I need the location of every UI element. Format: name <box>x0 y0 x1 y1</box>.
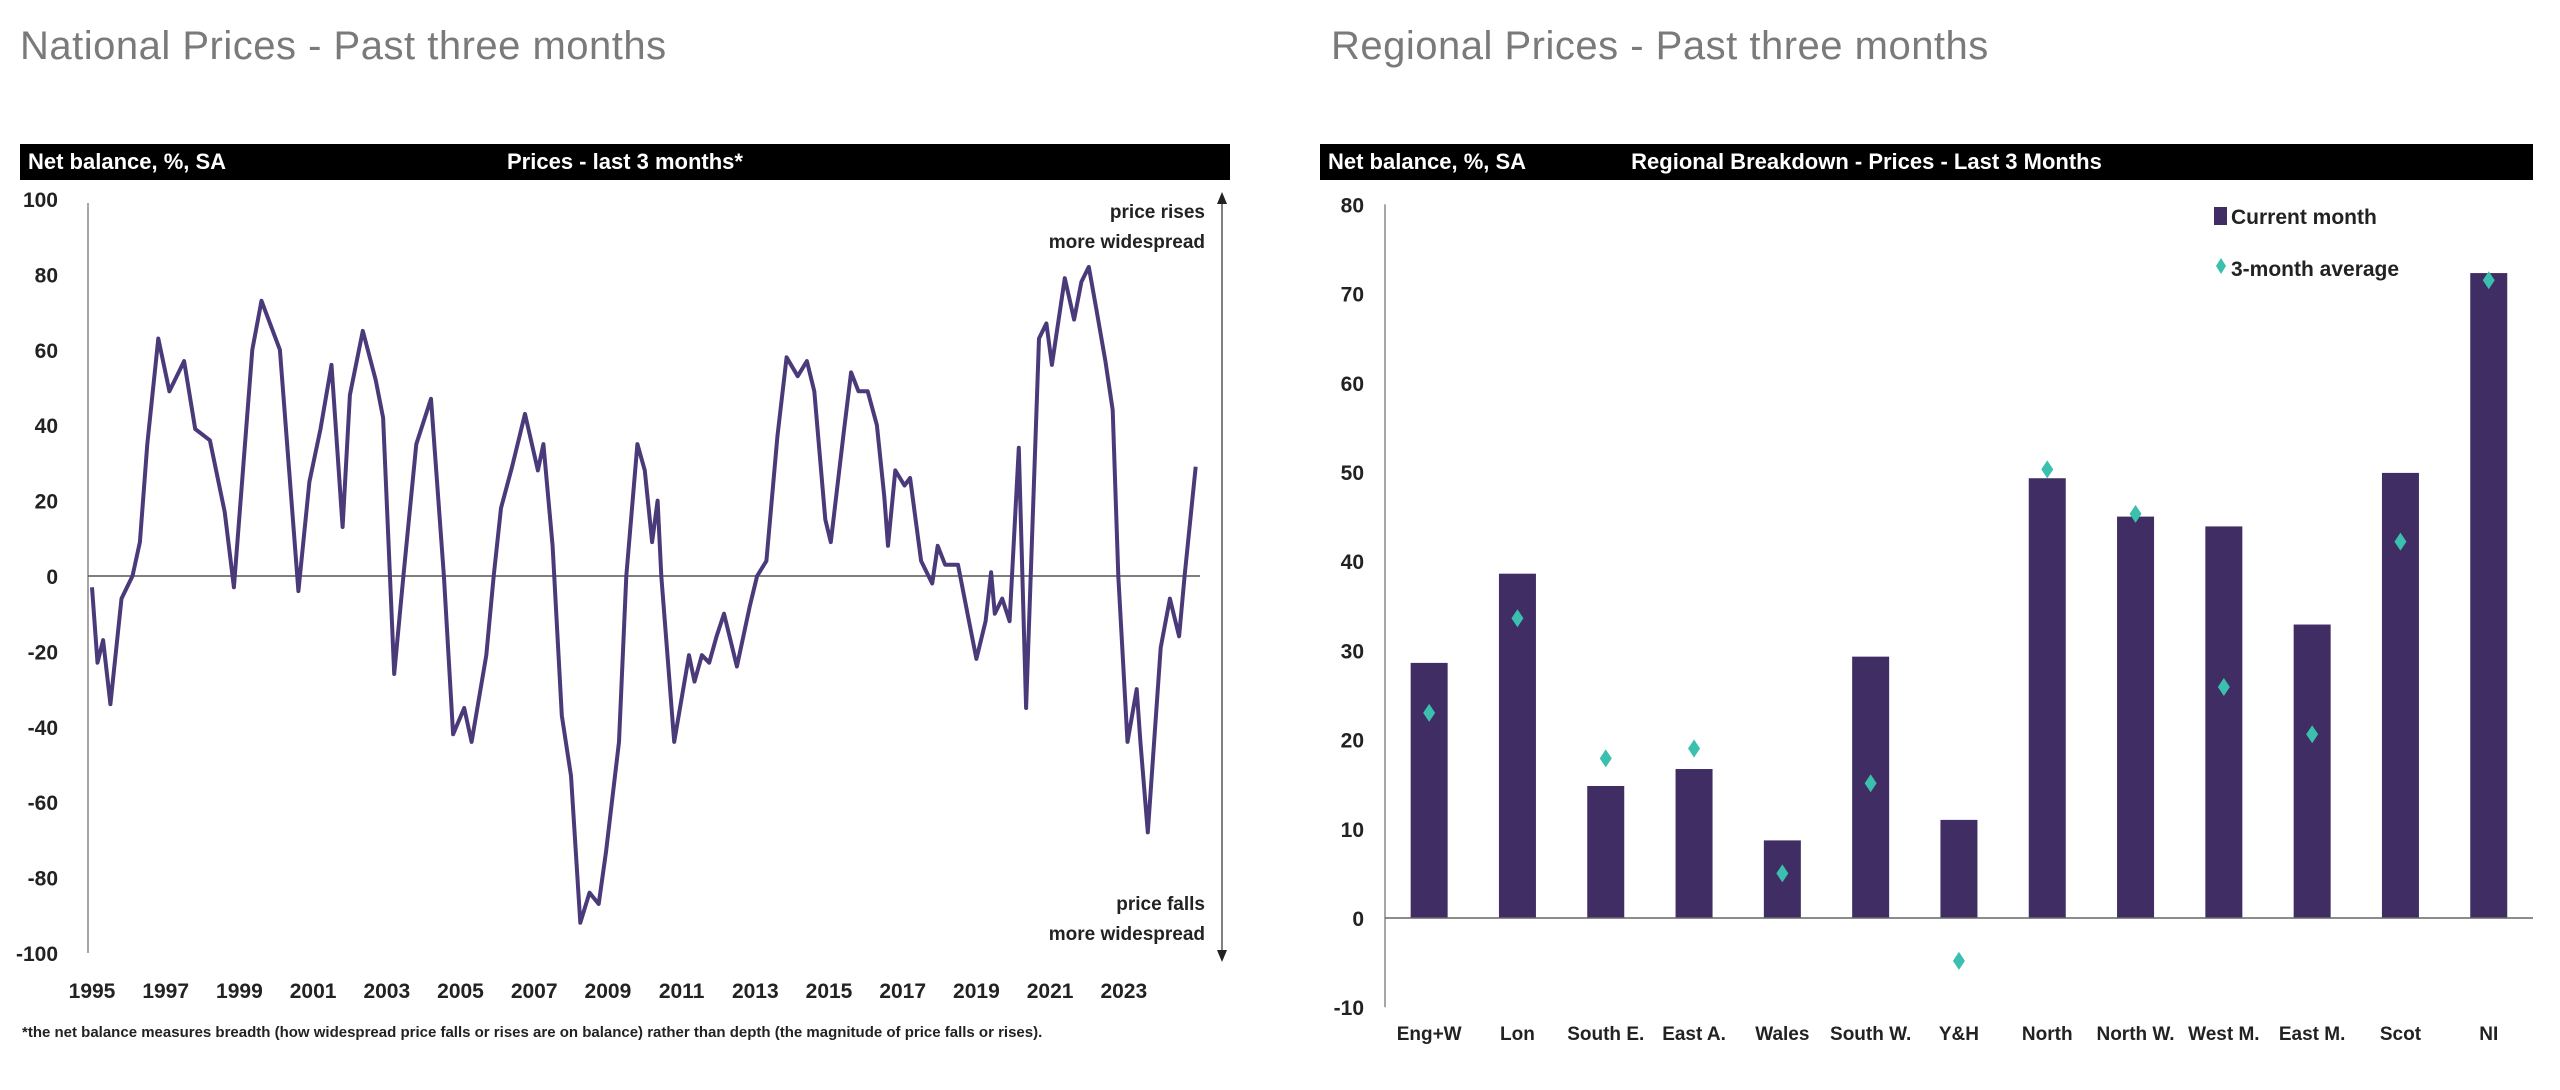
y-tick-label: 0 <box>1352 908 1364 931</box>
regional-chart-unit: Net balance, %, SA <box>1328 149 1527 174</box>
x-tick-label: North W. <box>2096 1024 2174 1045</box>
bar-current-month <box>2470 273 2508 919</box>
x-tick-label: East M. <box>2279 1024 2346 1045</box>
bar-current-month <box>1940 819 1978 918</box>
annotation-falls-1: price falls <box>1116 894 1205 915</box>
bar-current-month <box>1410 662 1448 918</box>
x-tick-label: West M. <box>2188 1024 2259 1045</box>
y-tick-label: 80 <box>1341 194 1364 217</box>
price-balance-line <box>90 264 1198 925</box>
marker-3-month-average <box>1688 739 1701 758</box>
legend-current-month-swatch <box>2214 207 2227 225</box>
bar-current-month <box>2293 624 2331 918</box>
y-tick-label: -10 <box>1334 997 1364 1020</box>
marker-3-month-average <box>2129 504 2142 523</box>
y-tick-label: 0 <box>46 566 58 589</box>
legend-3-month-average-swatch <box>2216 258 2226 274</box>
x-tick-label: South E. <box>1567 1024 1644 1045</box>
regional-chart-title: Regional Breakdown - Prices - Last 3 Mon… <box>1631 149 2102 174</box>
legend: Current month 3-month average <box>2214 206 2399 281</box>
x-tick-label: 2015 <box>806 980 853 1003</box>
marker-3-month-average <box>1776 864 1789 883</box>
y-tick-label: -40 <box>28 717 58 740</box>
x-tick-label: Eng+W <box>1397 1024 1462 1045</box>
arrow-up-icon <box>1217 192 1227 204</box>
y-tick-label: 70 <box>1341 284 1364 307</box>
marker-3-month-average <box>1952 951 1965 970</box>
x-tick-label: 1997 <box>142 980 189 1003</box>
annotation-rises-2: more widespread <box>1049 232 1205 253</box>
x-tick-label: 2017 <box>879 980 926 1003</box>
x-tick-label: NI <box>2479 1024 2498 1045</box>
x-tick-label: 2005 <box>437 980 484 1003</box>
y-tick-label: -100 <box>16 943 58 966</box>
x-tick-label: 2003 <box>363 980 410 1003</box>
x-tick-label: 1995 <box>69 980 116 1003</box>
x-tick-label: 2007 <box>511 980 558 1003</box>
legend-current-month-label: Current month <box>2231 206 2377 229</box>
x-tick-label: 2001 <box>290 980 337 1003</box>
x-tick-label: 2019 <box>953 980 1000 1003</box>
marker-3-month-average <box>2306 725 2319 744</box>
y-tick-label: 60 <box>35 340 58 363</box>
y-tick-label: 10 <box>1341 819 1364 842</box>
marker-3-month-average <box>1423 703 1436 722</box>
y-tick-label: 40 <box>1341 551 1364 574</box>
y-tick-label: -20 <box>28 641 58 664</box>
regional-chart-header: Regional Breakdown - Prices - Last 3 Mon… <box>1320 144 2533 180</box>
annotation-falls-2: more widespread <box>1049 924 1205 945</box>
x-tick-label: Lon <box>1500 1024 1535 1045</box>
y-tick-label: 60 <box>1341 373 1364 396</box>
x-tick-label: 2021 <box>1027 980 1074 1003</box>
national-prices-title: National Prices - Past three months <box>20 24 667 68</box>
x-tick-label: 2011 <box>659 980 705 1003</box>
marker-3-month-average <box>1511 609 1524 628</box>
y-tick-label: 30 <box>1341 640 1364 663</box>
x-tick-label: South W. <box>1830 1024 1911 1045</box>
annotation-rises-1: price rises <box>1110 202 1205 223</box>
marker-3-month-average <box>2041 460 2054 479</box>
regional-prices-title: Regional Prices - Past three months <box>1331 24 1989 68</box>
marker-3-month-average <box>2394 532 2407 551</box>
y-tick-label: 80 <box>35 264 58 287</box>
x-tick-label: Scot <box>2380 1024 2422 1045</box>
x-tick-label: 2013 <box>732 980 779 1003</box>
marker-3-month-average <box>1864 774 1877 793</box>
regional-bar-chart: 80 70 60 50 40 30 20 10 0 -10 Eng+W Lon South E. East… <box>1334 194 2533 1045</box>
bar-current-month <box>1498 573 1536 918</box>
x-tick-label: East A. <box>1662 1024 1726 1045</box>
national-chart-header: Prices - last 3 months* Net balance, %, … <box>20 144 1230 180</box>
marker-3-month-average <box>1599 749 1612 768</box>
national-chart-unit: Net balance, %, SA <box>28 149 227 174</box>
x-tick-label: 1999 <box>216 980 263 1003</box>
legend-3-month-average-label: 3-month average <box>2231 258 2399 281</box>
national-chart-title: Prices - last 3 months* <box>507 149 743 174</box>
footnote: *the net balance measures breadth (how w… <box>22 1024 1043 1041</box>
x-tick-label: 2023 <box>1100 980 1147 1003</box>
y-tick-label: 50 <box>1341 462 1364 485</box>
bar-current-month <box>2117 516 2155 918</box>
x-tick-label: Wales <box>1755 1024 1809 1045</box>
y-tick-label: 100 <box>23 189 58 212</box>
y-tick-label: 20 <box>35 491 58 514</box>
arrow-down-icon <box>1217 950 1227 962</box>
bar-current-month <box>1587 785 1625 918</box>
y-tick-label: -80 <box>28 868 58 891</box>
bar-current-month <box>2205 526 2243 918</box>
x-tick-label: 2009 <box>585 980 632 1003</box>
national-line-chart: 100 80 60 40 20 0 -20 -40 -60 -80 -100 1995 1997 1999… <box>16 189 1227 1003</box>
y-tick-label: 20 <box>1341 730 1364 753</box>
bar-current-month <box>1675 769 1713 918</box>
x-tick-label: Y&H <box>1939 1024 1979 1045</box>
bar-current-month <box>2028 478 2066 918</box>
y-tick-label: -60 <box>28 792 58 815</box>
y-tick-label: 40 <box>35 415 58 438</box>
marker-3-month-average <box>2482 271 2495 290</box>
x-tick-label: North <box>2022 1024 2073 1045</box>
marker-3-month-average <box>2217 677 2230 696</box>
